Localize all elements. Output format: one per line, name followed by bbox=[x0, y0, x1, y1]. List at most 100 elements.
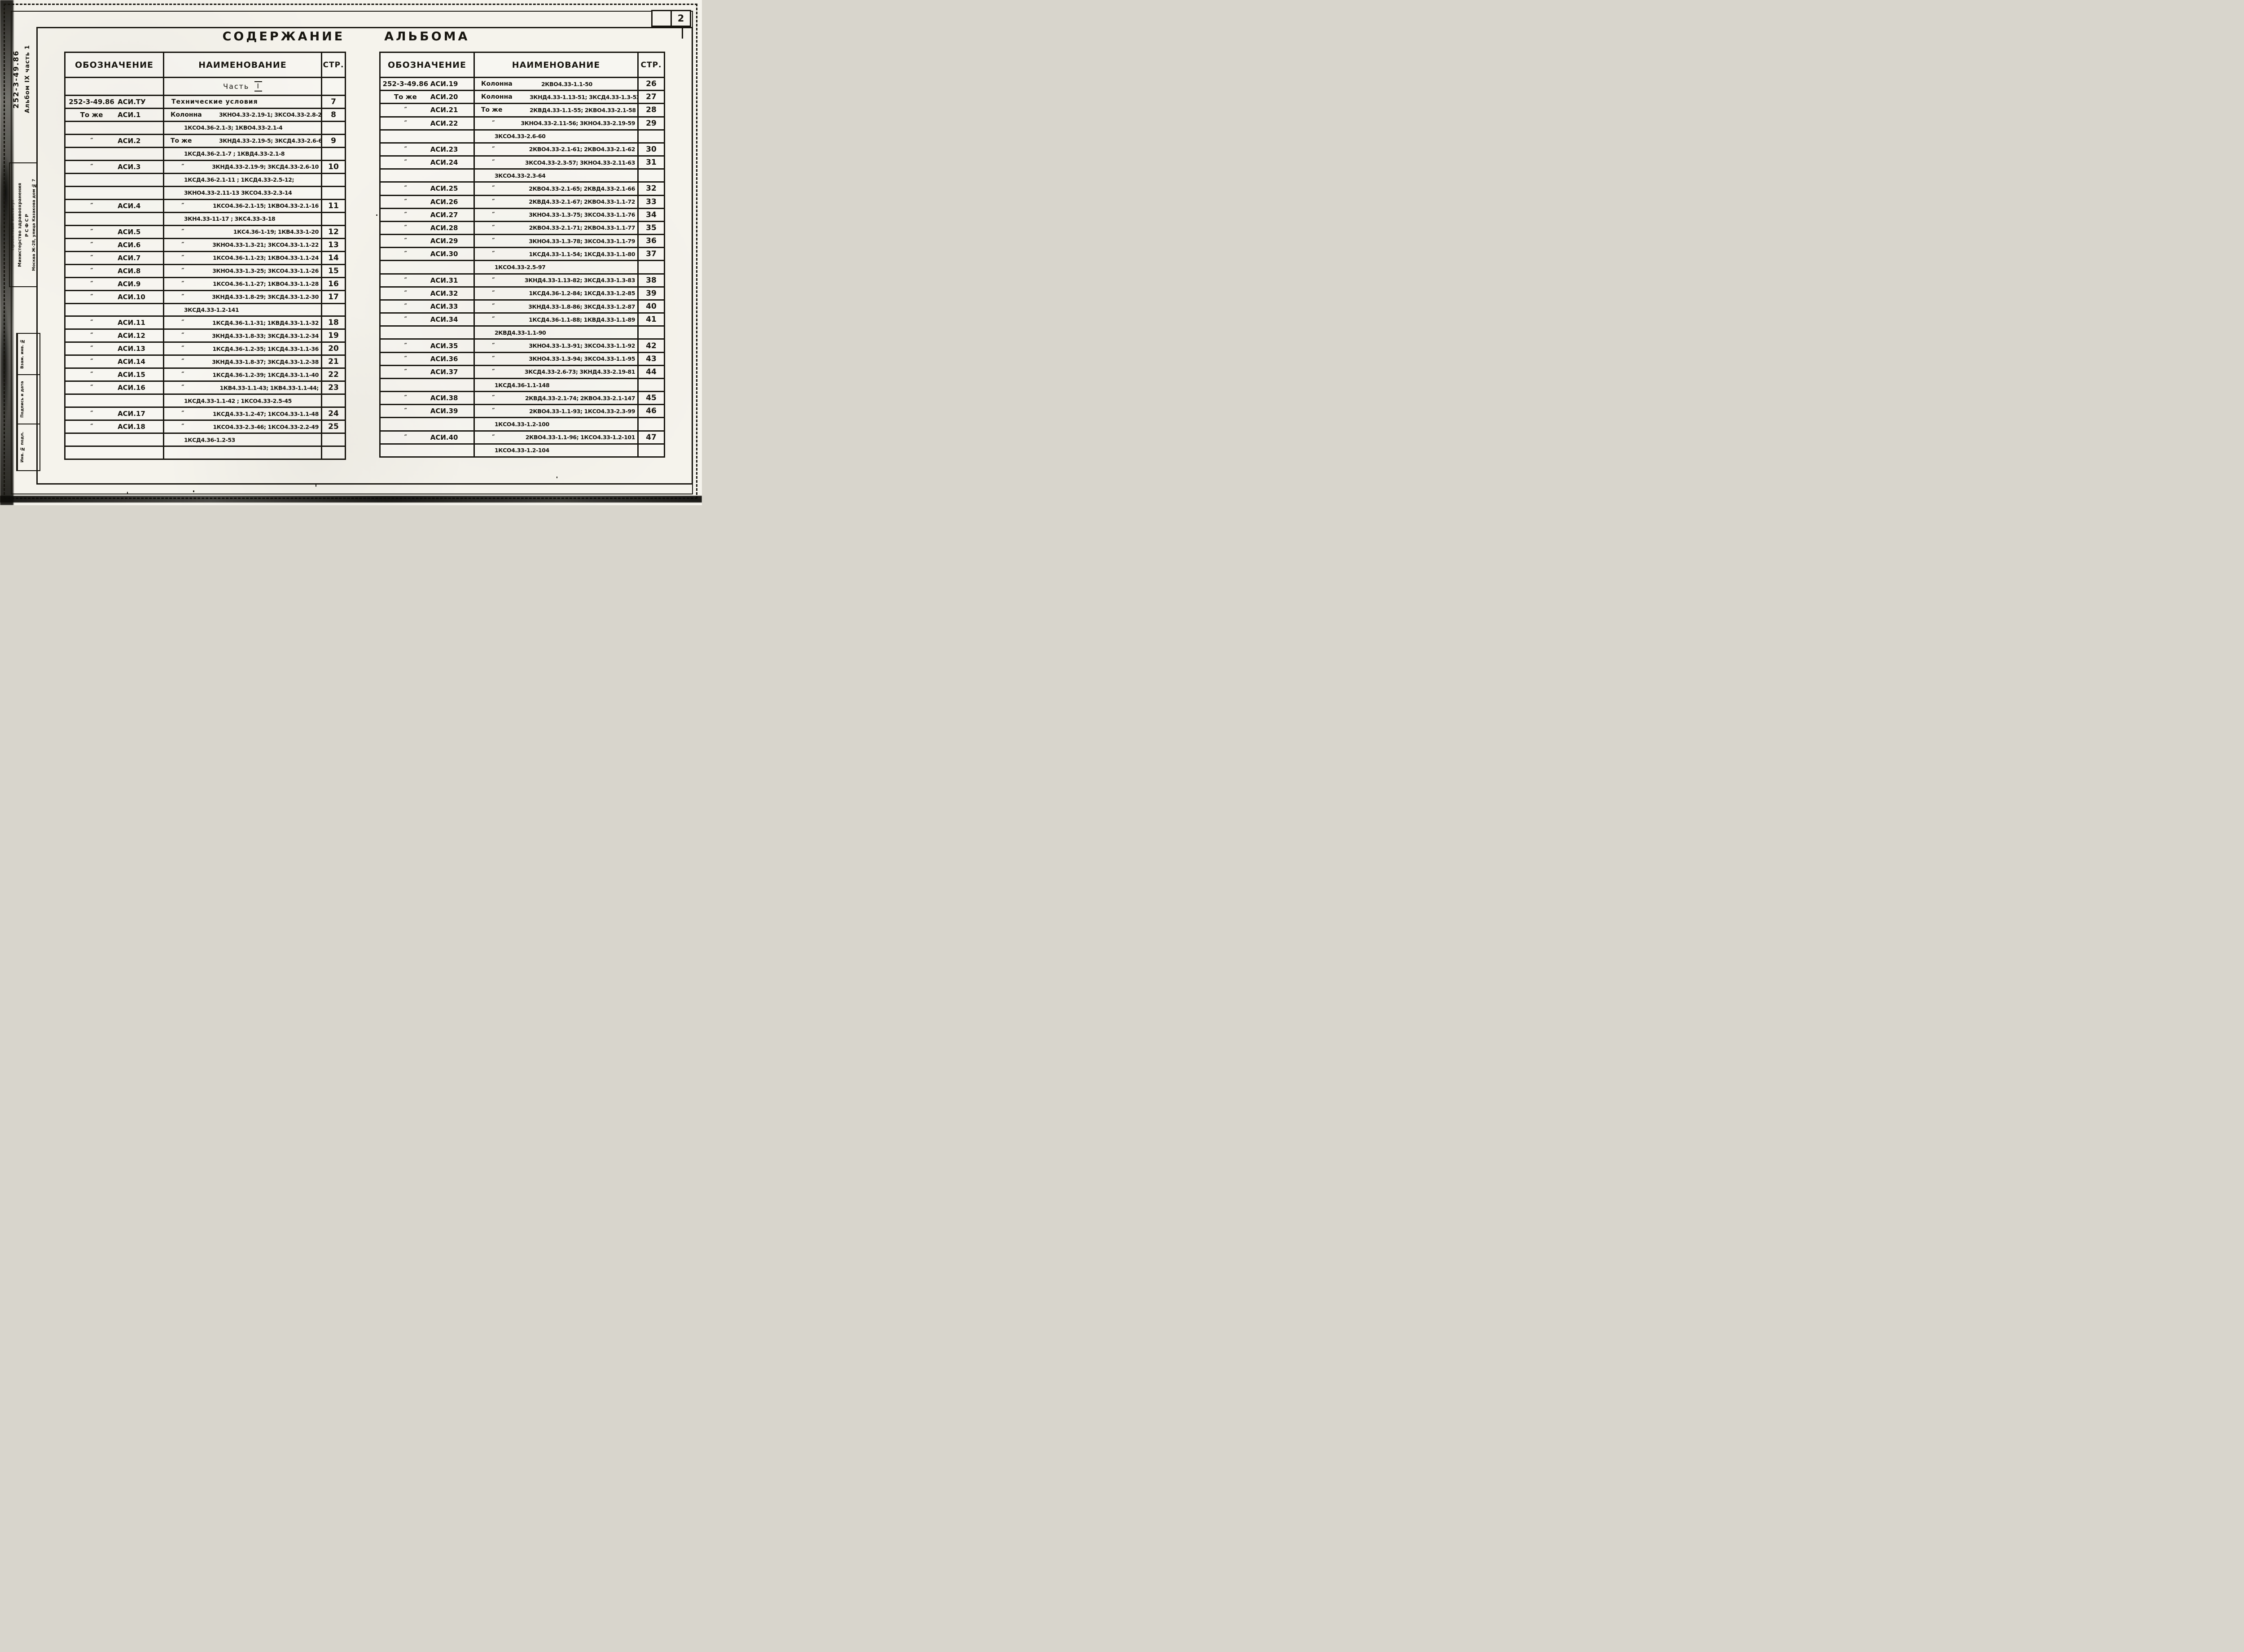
name-codes: 3КНД4.33-1.8-86; 3КСД4.33-1.2-87 bbox=[528, 303, 635, 310]
page-number: 45 bbox=[646, 393, 657, 403]
name-codes: 1КСД4.36-1.2-35; 1КСД4.33-1.1-36 bbox=[212, 345, 319, 352]
page-number: 29 bbox=[646, 118, 657, 128]
institute-label: Проектный институт bbox=[10, 199, 15, 250]
name-prefix: ″ bbox=[181, 371, 184, 379]
name-prefix: ″ bbox=[492, 289, 495, 297]
designation-cell: ″ АСИ.11 bbox=[66, 317, 164, 329]
name-prefix: ″ bbox=[181, 358, 184, 366]
page-cell: 43 bbox=[639, 353, 664, 365]
page-cell: 13 bbox=[322, 239, 345, 251]
name-cell: ″ 1КСД4.33-1.1-54; 1КСД4.33-1.1-80 bbox=[475, 248, 639, 260]
name-codes: 3КНО4.33-2.11-56; 3КНО4.33-2.19-59 bbox=[521, 120, 635, 127]
name-cell: ″ 2КВД4.33-2.1-74; 2КВО4.33-2.1-147 bbox=[475, 392, 639, 404]
name-prefix: ″ bbox=[181, 241, 184, 249]
designation-cell bbox=[381, 130, 475, 142]
name-codes: 3КНД4.33-1.8-33; 3КСД4.33-1.2-34 bbox=[212, 332, 319, 339]
page-cell: 8 bbox=[322, 109, 345, 121]
name-codes: 3КНД4.33-1.8-37; 3КСД4.33-1.2-38 bbox=[212, 358, 319, 365]
designation-series: ″ bbox=[404, 407, 407, 415]
name-cell: 1КСД4.36-1.1-148 bbox=[475, 379, 639, 391]
section-numeral: I bbox=[254, 81, 262, 92]
name-codes: 1КСД4.36-1.1-88; 1КВД4.33-1.1-89 bbox=[529, 316, 635, 323]
designation-cell: ″ АСИ.40 bbox=[381, 431, 475, 443]
designation-cell: ″ АСИ.21 bbox=[381, 104, 475, 116]
page-cell: 37 bbox=[639, 248, 664, 260]
name-prefix: ″ bbox=[492, 185, 495, 192]
table-row: ″ АСИ.27 ″ 3КНО4.33-1.3-75; 3КСО4.33-1.1-76… bbox=[381, 209, 664, 222]
designation-cell bbox=[66, 447, 164, 459]
page-cell bbox=[322, 447, 345, 459]
section-title: Часть I bbox=[164, 78, 322, 95]
page-cell bbox=[639, 261, 664, 273]
page-number: 16 bbox=[328, 279, 339, 288]
designation-sheet: АСИ.23 bbox=[430, 145, 458, 153]
page-cell: 42 bbox=[639, 340, 664, 351]
page-number: 47 bbox=[646, 433, 657, 442]
designation-sheet: АСИ.31 bbox=[430, 276, 458, 284]
designation-series: ″ bbox=[90, 410, 93, 418]
name-cell: 3КСО4.33-2.3-64 bbox=[475, 170, 639, 182]
page-cell: 36 bbox=[639, 235, 664, 247]
page-cell: 39 bbox=[639, 288, 664, 299]
page-number: 39 bbox=[646, 288, 657, 298]
stamp-label-vzam: Взам. инв. № bbox=[17, 334, 27, 374]
name-cell: 2КВД4.33-1.1-90 bbox=[475, 327, 639, 339]
designation-series: ″ bbox=[90, 280, 93, 288]
table-row: 1КСО4.33-1.2-104 bbox=[381, 444, 664, 456]
name-codes: 1КСО4.36-2.1-3; 1КВО4.33-2.1-4 bbox=[184, 124, 283, 131]
designation-cell: ″ АСИ.4 bbox=[66, 200, 164, 212]
page-cell: 40 bbox=[639, 301, 664, 312]
designation-series: ″ bbox=[404, 355, 407, 363]
designation-series: ″ bbox=[404, 394, 407, 402]
page-cell bbox=[322, 395, 345, 406]
designation-cell: ″ АСИ.12 bbox=[66, 330, 164, 342]
table-row: 3КН4.33-11-17 ; 3КС4.33-3-18 bbox=[66, 213, 345, 226]
table-row: 3КСО4.33-2.6-60 bbox=[381, 130, 664, 144]
table-row: ″ АСИ.38 ″ 2КВД4.33-2.1-74; 2КВО4.33-2.1-14… bbox=[381, 392, 664, 406]
designation-sheet: АСИ.35 bbox=[430, 341, 458, 350]
name-cell: ″ 3КНД4.33-1.8-33; 3КСД4.33-1.2-34 bbox=[164, 330, 322, 342]
page-cell: 15 bbox=[322, 265, 345, 277]
column-header-designation: Обозначение bbox=[381, 53, 475, 77]
name-codes: 1КС4.36-1-19; 1КВ4.33-1-20 bbox=[233, 228, 319, 236]
designation-sheet: АСИ.5 bbox=[118, 227, 141, 236]
name-cell bbox=[164, 447, 322, 459]
designation-cell: ″ АСИ.38 bbox=[381, 392, 475, 404]
page-cell: 34 bbox=[639, 209, 664, 221]
designation-cell bbox=[66, 78, 164, 95]
name-cell: То же 3КНД4.33-2.19-5; 3КСД4.33-2.6-6 bbox=[164, 135, 322, 147]
designation-cell: ″ АСИ.15 bbox=[66, 369, 164, 381]
table-row: ″ АСИ.29 ″ 3КНО4.33-1.3-78; 3КСО4.33-1.1-79… bbox=[381, 235, 664, 249]
page-number: 40 bbox=[646, 302, 657, 311]
designation-cell: ″ АСИ.28 bbox=[381, 222, 475, 234]
designation-sheet: АСИ.34 bbox=[430, 315, 458, 324]
name-cell: ″ 2КВО4.33-1.1-93; 1КСО4.33-2.3-99 bbox=[475, 405, 639, 417]
designation-series: ″ bbox=[90, 384, 93, 392]
name-cell: 1КСД4.33-1.1-42 ; 1КСО4.33-2.5-45 bbox=[164, 395, 322, 407]
contents-table-left: Обозначение Наименование Стр. Часть I 252-3-4… bbox=[64, 52, 346, 460]
page-number: 37 bbox=[646, 249, 657, 259]
name-cell: ″ 3КНО4.33-1.3-21; 3КСО4.33-1.1-22 bbox=[164, 239, 322, 251]
name-prefix: То же bbox=[481, 106, 503, 114]
table-row: ″ АСИ.33 ″ 3КНД4.33-1.8-86; 3КСД4.33-1.2-87… bbox=[381, 300, 664, 314]
name-cell: 3КСО4.33-2.6-60 bbox=[475, 130, 639, 142]
designation-series: То же bbox=[394, 93, 417, 101]
margin-album-label: Альбом IX часть 1 bbox=[24, 44, 31, 113]
name-cell: Технические условия bbox=[164, 96, 322, 108]
designation-series: ″ bbox=[404, 433, 407, 441]
table-row: 3КСД4.33-1.2-141 bbox=[66, 304, 345, 317]
name-codes: 3КСО4.33-2.3-64 bbox=[495, 172, 546, 179]
name-cell: 3КН4.33-11-17 ; 3КС4.33-3-18 bbox=[164, 213, 322, 225]
table-row: 1КСО4.33-2.5-97 bbox=[381, 261, 664, 275]
scan-speck bbox=[127, 492, 128, 494]
column-header-page: Стр. bbox=[640, 60, 662, 70]
name-cell: 1КСО4.33-1.2-100 bbox=[475, 418, 639, 430]
stamp-empty-field bbox=[27, 334, 39, 374]
designation-cell: ″ АСИ.14 bbox=[66, 356, 164, 368]
name-cell: ″ 3КНО4.33-1.3-91; 3КСО4.33-1.1-92 bbox=[475, 340, 639, 352]
name-prefix: ″ bbox=[181, 410, 184, 418]
designation-cell: ″ АСИ.39 bbox=[381, 405, 475, 417]
name-codes: 2КВД4.33-1.1-55; 2КВО4.33-2.1-58 bbox=[530, 106, 636, 114]
designation-series: ″ bbox=[404, 368, 407, 376]
name-cell: 1КСО4.36-2.1-3; 1КВО4.33-2.1-4 bbox=[164, 122, 322, 134]
